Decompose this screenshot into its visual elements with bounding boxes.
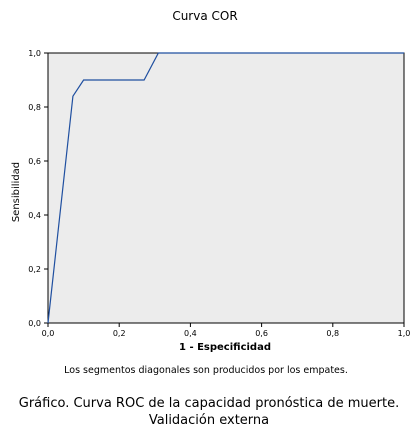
series-layer	[47, 52, 404, 324]
ticks-layer: 0,0 0,2 0,4 0,6 0,8 1,0 0,0 0,2 0,4 0,6 0,8 1,0	[28, 49, 410, 338]
x-tick-label: 0,0	[42, 329, 55, 338]
caption-line-2: Validación externa	[148, 413, 270, 428]
x-tick-label: 0,6	[255, 329, 268, 338]
y-tick-label: 0,6	[28, 157, 41, 166]
plot-area	[47, 52, 405, 324]
roc-curve-line	[47, 52, 404, 324]
x-tick-label: 0,4	[184, 329, 197, 338]
y-tick-label: 0,0	[28, 319, 41, 328]
y-tick-label: 1,0	[28, 49, 41, 58]
y-tick-label: 0,8	[28, 103, 41, 112]
chart-title: Curva COR	[172, 9, 237, 23]
x-tick-label: 1,0	[398, 329, 411, 338]
chart-footnote: Los segmentos diagonales son producidos …	[64, 365, 348, 376]
y-axis-label: Sensibilidad	[11, 162, 22, 222]
x-axis-label: 1 - Especificidad	[179, 342, 271, 353]
y-tick-label: 0,4	[28, 211, 41, 220]
x-tick-label: 0,2	[113, 329, 126, 338]
figure-caption: Gráfico. Curva ROC de la capacidad pronó…	[0, 395, 418, 429]
roc-chart: Curva COR 0,0 0,2 0,4 0,6 0,8 1,0 0,0 0,2 0,4 0,6…	[11, 9, 410, 376]
caption-line-1: Gráfico. Curva ROC de la capacidad pronó…	[18, 396, 400, 411]
x-tick-label: 0,8	[326, 329, 339, 338]
y-tick-label: 0,2	[28, 265, 41, 274]
